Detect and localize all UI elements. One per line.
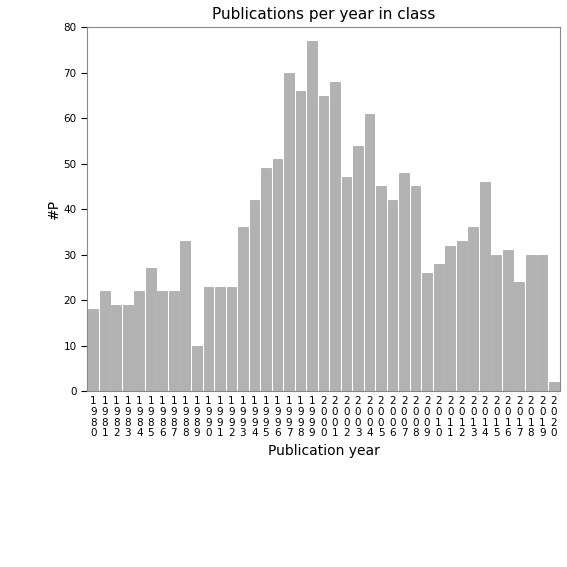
Bar [88,310,98,391]
Bar [238,227,248,391]
X-axis label: Publication year: Publication year [268,444,379,458]
Title: Publications per year in class: Publications per year in class [212,7,435,22]
Bar [215,286,225,391]
Bar [330,82,340,391]
Bar [549,382,558,391]
Bar [169,291,179,391]
Bar [468,227,478,391]
Bar [422,273,432,391]
Bar [273,159,282,391]
Bar [249,200,259,391]
Bar [158,291,167,391]
Bar [503,250,513,391]
Y-axis label: #P: #P [46,199,61,219]
Bar [180,241,191,391]
Bar [111,304,121,391]
Bar [376,187,386,391]
Bar [457,241,467,391]
Bar [353,146,363,391]
Bar [388,200,397,391]
Bar [434,264,443,391]
Bar [365,114,374,391]
Bar [307,41,317,391]
Bar [284,73,294,391]
Bar [514,282,524,391]
Bar [319,95,328,391]
Bar [538,255,547,391]
Bar [526,255,536,391]
Bar [146,268,156,391]
Bar [261,168,271,391]
Bar [100,291,109,391]
Bar [411,187,421,391]
Bar [204,286,213,391]
Bar [123,304,133,391]
Bar [491,255,501,391]
Bar [227,286,236,391]
Bar [480,182,489,391]
Bar [192,346,202,391]
Bar [134,291,144,391]
Bar [342,177,352,391]
Bar [445,246,455,391]
Bar [399,173,409,391]
Bar [295,91,306,391]
